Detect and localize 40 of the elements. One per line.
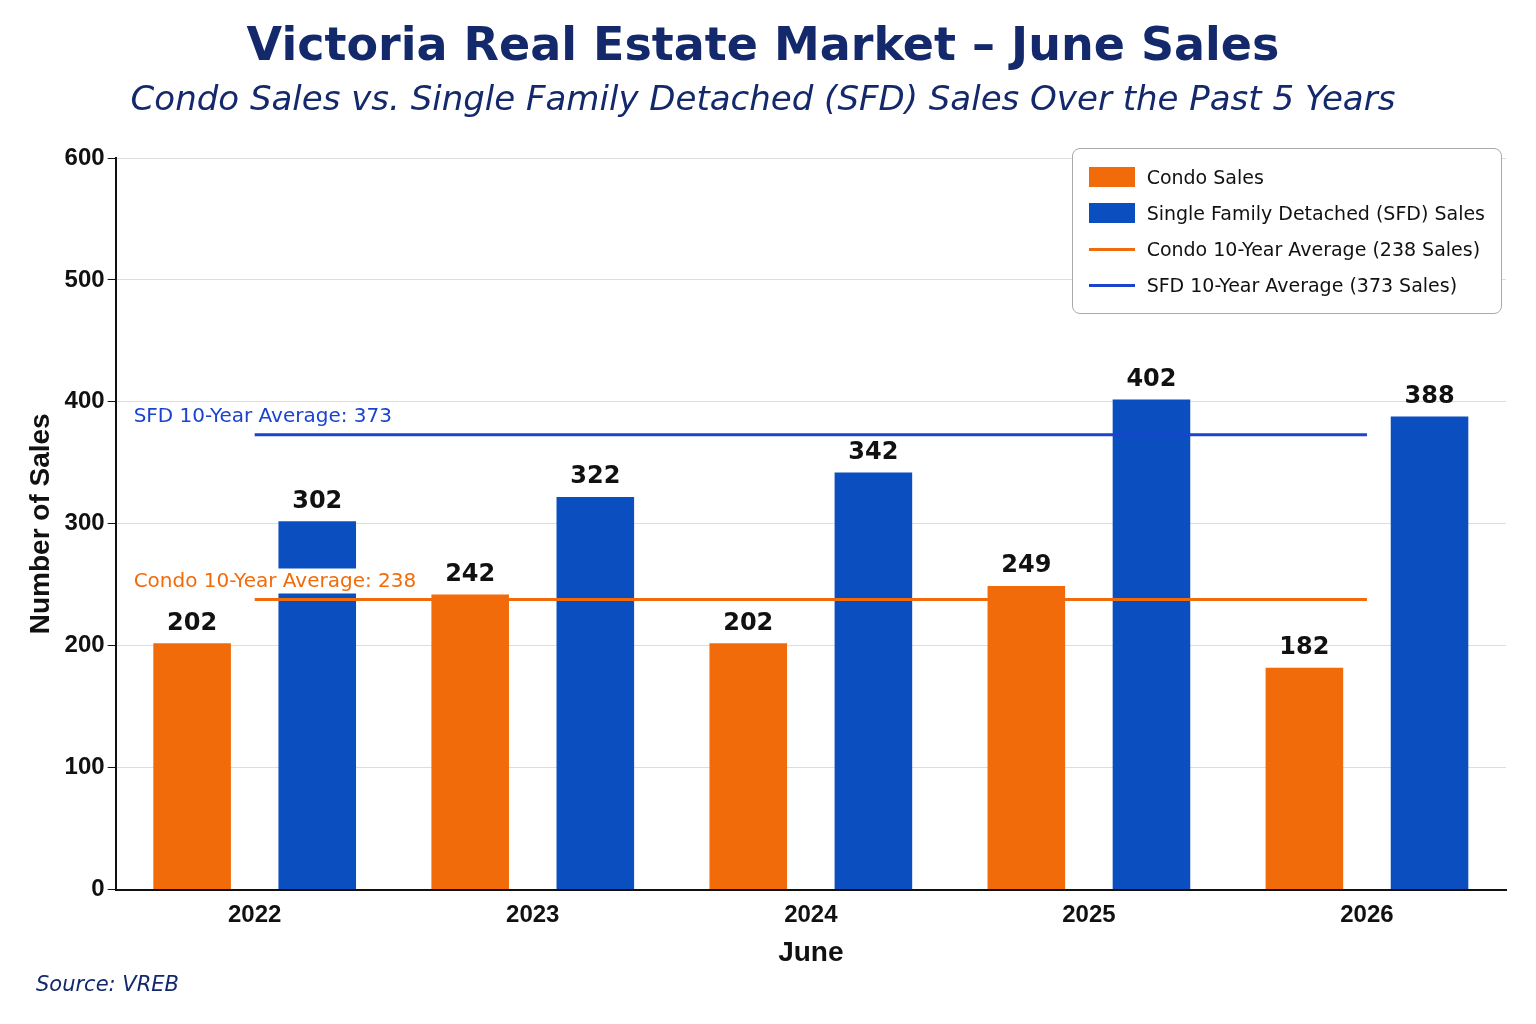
y-tick-label: 200 — [64, 630, 105, 658]
y-tick-label: 0 — [91, 874, 105, 902]
bar — [1265, 667, 1344, 890]
x-tick-label: 2026 — [1340, 899, 1394, 927]
bar — [556, 496, 635, 890]
data-label: 342 — [848, 436, 899, 465]
x-tick-label: 2022 — [227, 899, 282, 927]
data-label: 302 — [292, 485, 343, 514]
data-label: 242 — [445, 558, 496, 587]
x-tick-label: 2025 — [1062, 899, 1116, 927]
y-tick-label: 500 — [64, 264, 105, 292]
bar — [1112, 399, 1191, 890]
bar — [834, 472, 913, 890]
annotation: Condo 10-Year Average: 238 — [133, 567, 417, 592]
data-label: 249 — [1001, 550, 1052, 579]
y-tick-label: 100 — [64, 752, 105, 780]
data-label: 388 — [1404, 380, 1455, 409]
x-tick-label: 2023 — [506, 899, 560, 927]
annotation: SFD 10-Year Average: 373 — [133, 402, 392, 427]
data-label: 182 — [1279, 631, 1330, 660]
y-axis-title: Number of Sales — [23, 413, 55, 635]
bar — [153, 643, 231, 890]
x-tick-label: 2024 — [784, 899, 839, 927]
y-tick-label: 400 — [64, 386, 105, 414]
chart-title: Victoria Real Estate Market – June Sales — [246, 16, 1280, 71]
chart-subtitle: Condo Sales vs. Single Family Detached (SFD) Sales Over the Past 5 Years — [130, 78, 1396, 119]
y-tick-label: 600 — [64, 142, 105, 170]
data-label: 322 — [570, 461, 621, 490]
source-note: Source: VREB — [36, 972, 179, 996]
data-label: 202 — [167, 607, 218, 636]
y-tick-label: 300 — [64, 508, 105, 536]
legend-label: SFD 10-Year Average (373 Sales) — [1146, 274, 1458, 296]
legend-label: Single Family Detached (SFD) Sales — [1146, 202, 1485, 224]
bar — [1390, 416, 1469, 890]
data-label: 202 — [723, 607, 774, 636]
legend-label: Condo Sales — [1146, 166, 1264, 188]
data-label: 402 — [1126, 363, 1177, 392]
bar — [709, 643, 788, 890]
x-axis-title: June — [778, 935, 844, 967]
legend-label: Condo 10-Year Average (238 Sales) — [1146, 238, 1481, 260]
